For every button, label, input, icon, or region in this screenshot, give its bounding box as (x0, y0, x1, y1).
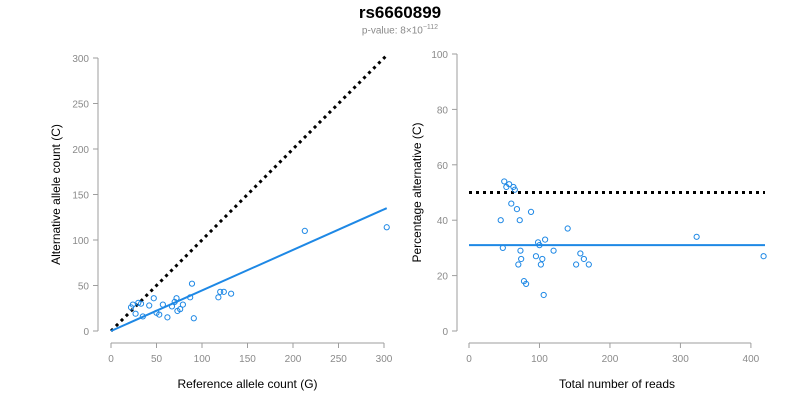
x-tick-label: 50 (151, 354, 163, 365)
x-tick-label: 250 (330, 354, 347, 365)
x-tick-label: 300 (672, 354, 689, 365)
data-point (215, 294, 222, 301)
x-tick-label: 100 (531, 354, 548, 365)
data-point (146, 302, 153, 309)
data-point (580, 255, 587, 263)
data-point (135, 299, 142, 306)
y-tick-label: 60 (437, 161, 449, 172)
data-point (506, 181, 513, 188)
x-tick-label: 0 (466, 354, 472, 365)
data-point (515, 261, 522, 268)
data-point (129, 301, 136, 308)
data-point (228, 290, 235, 297)
data-point (497, 217, 504, 224)
data-point (132, 310, 139, 317)
data-point (511, 186, 518, 193)
y-tick-label: 20 (437, 272, 449, 283)
data-point (150, 295, 157, 302)
data-point (585, 261, 592, 268)
pvalue-times: × (405, 25, 412, 37)
data-point (188, 280, 196, 287)
x-tick-label: 400 (743, 354, 760, 365)
data-point (513, 206, 521, 213)
data-point (532, 253, 540, 260)
fit-line (110, 207, 388, 332)
pvalue-prefix: p-value: 8 (361, 25, 406, 37)
chart-subtitle: p-value: 8×10−112 (0, 24, 800, 36)
y-tick-label: 100 (72, 236, 89, 247)
data-point (539, 255, 546, 263)
y-tick-label: 300 (72, 54, 89, 65)
data-point (168, 303, 176, 310)
data-point (527, 208, 535, 215)
y-tick-label: 100 (431, 50, 448, 61)
data-point (516, 217, 523, 224)
percentage-alternative-scatter: 0 100 200 300 400 0 20 40 60 80 100 Total number of… (410, 50, 767, 391)
y-tick-label: 200 (72, 145, 89, 156)
data-point (508, 200, 515, 207)
x-tick-label: 200 (285, 354, 302, 365)
data-point (171, 298, 178, 305)
data-point (177, 306, 184, 313)
data-point (137, 300, 145, 307)
allele-count-scatter: 0 50 100 150 200 250 300 0 50 100 150 200 250 300 Refe… (49, 54, 393, 391)
y-tick-label: 50 (78, 282, 90, 293)
pvalue-base: 10 (411, 25, 423, 37)
y-axis-title: Percentage alternative (C) (410, 122, 424, 262)
data-point (217, 288, 224, 295)
y-tick-label: 0 (442, 327, 448, 338)
data-point (540, 291, 547, 299)
y-tick-label: 0 (83, 327, 89, 338)
data-point (179, 301, 186, 308)
data-point (522, 280, 530, 288)
data-point (156, 311, 163, 318)
data-point (517, 247, 524, 254)
data-point (550, 247, 557, 254)
data-point (573, 261, 580, 268)
x-axis-title: Total number of reads (559, 377, 675, 391)
data-point (542, 236, 549, 243)
pvalue-exponent: −112 (422, 24, 439, 31)
data-point (190, 315, 197, 322)
data-point (499, 244, 506, 251)
x-tick-label: 300 (376, 354, 393, 365)
x-axis-title: Reference allele count (G) (177, 377, 317, 391)
data-point (383, 224, 390, 231)
reference-line (109, 54, 388, 333)
data-point (187, 294, 194, 301)
data-point (536, 242, 543, 249)
data-point (173, 295, 180, 302)
data-point (518, 255, 525, 263)
y-tick-label: 40 (437, 216, 449, 227)
data-point (164, 314, 171, 321)
data-point (564, 225, 571, 232)
data-point (139, 313, 146, 320)
data-point (537, 261, 544, 268)
data-point (693, 233, 700, 240)
x-tick-label: 150 (239, 354, 256, 365)
y-tick-label: 80 (437, 105, 449, 116)
data-point (501, 178, 508, 185)
chart-title: rs6660899 (358, 3, 442, 22)
y-tick-label: 150 (72, 191, 89, 202)
x-tick-label: 100 (194, 354, 211, 365)
y-tick-label: 250 (72, 100, 89, 111)
x-tick-label: 200 (602, 354, 619, 365)
data-point (301, 227, 308, 234)
data-point (760, 253, 767, 260)
data-point (159, 301, 166, 308)
data-point (577, 250, 584, 257)
data-point (220, 288, 227, 295)
x-tick-label: 0 (108, 354, 114, 365)
y-axis-title: Alternative allele count (C) (49, 124, 63, 265)
